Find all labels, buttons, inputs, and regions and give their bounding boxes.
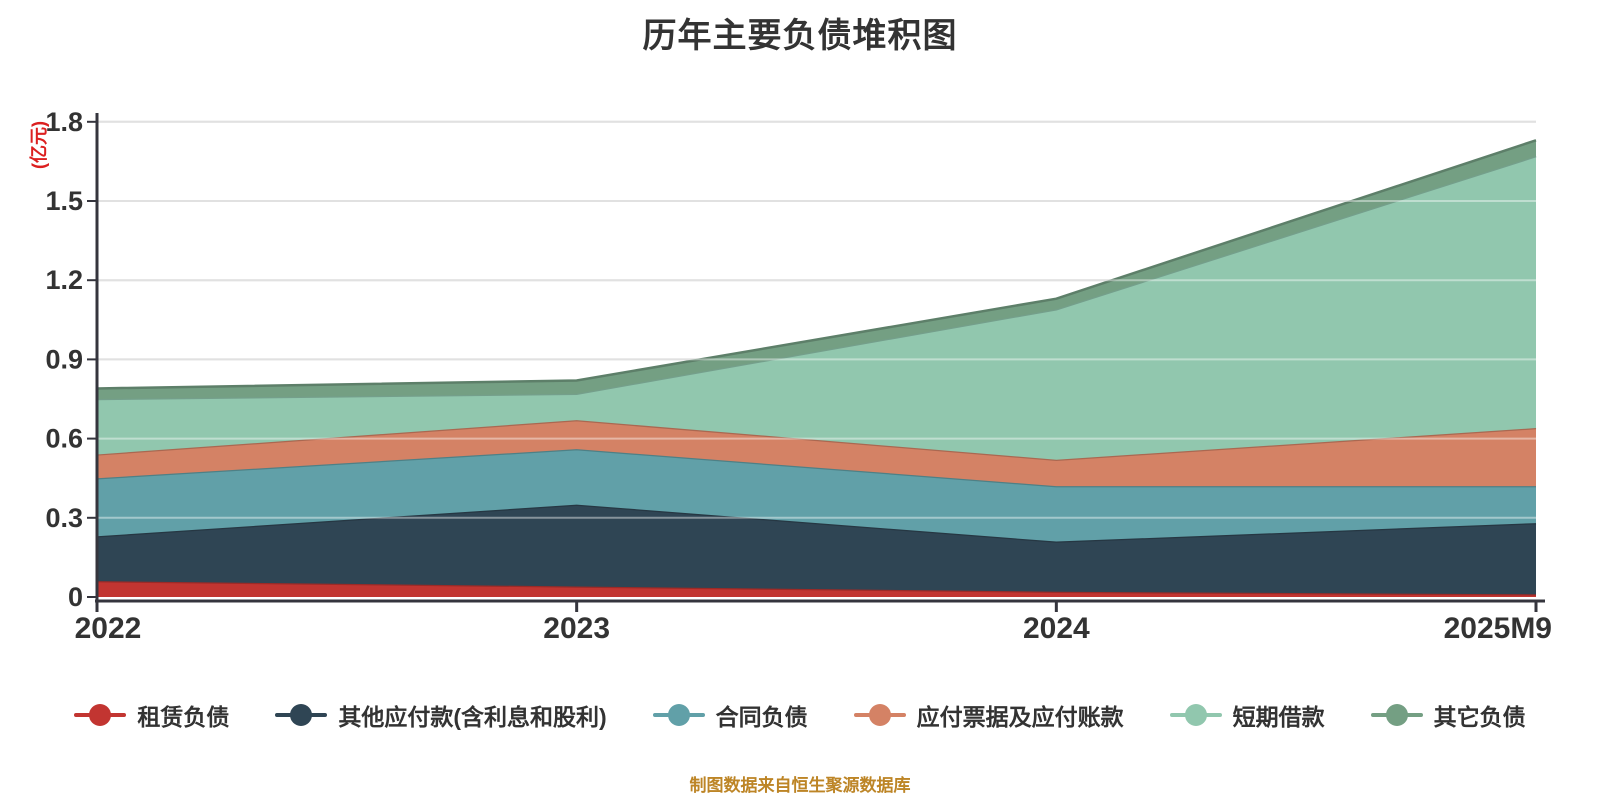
legend-line-circle-icon bbox=[1169, 704, 1222, 726]
legend-circle bbox=[1184, 704, 1207, 726]
y-tick-label: 0.6 bbox=[45, 424, 83, 454]
legend-circle bbox=[667, 704, 690, 726]
legend-item-0[interactable]: 租赁负债 bbox=[74, 698, 229, 732]
y-tick-label: 0 bbox=[68, 582, 83, 612]
chart-title: 历年主要负债堆积图 bbox=[642, 17, 958, 55]
legend: 租赁负债 其他应付款(含利息和股利) 合同负债 应付票据及应付账款 短期借款 其它负债 bbox=[0, 698, 1600, 732]
legend-item-label: 合同负债 bbox=[715, 704, 808, 730]
x-tick-label: 2025M9 bbox=[1444, 612, 1552, 645]
legend-item-1[interactable]: 其他应付款(含利息和股利) bbox=[275, 698, 607, 732]
legend-item-label: 短期借款 bbox=[1232, 704, 1325, 730]
legend-item-label: 租赁负债 bbox=[137, 704, 230, 730]
legend-line-circle-icon bbox=[652, 704, 705, 726]
legend-item-5[interactable]: 其它负债 bbox=[1370, 698, 1526, 732]
area-series-5 bbox=[97, 140, 1536, 399]
legend-item-label: 其他应付款(含利息和股利) bbox=[338, 704, 607, 730]
line-series-5 bbox=[96, 139, 1537, 390]
legend-item-2[interactable]: 合同负债 bbox=[652, 698, 808, 732]
legend-circle bbox=[89, 704, 112, 726]
legend-line-circle-icon bbox=[275, 704, 328, 726]
y-tick-label: 1.2 bbox=[45, 265, 83, 295]
legend-item-label: 其它负债 bbox=[1433, 704, 1526, 730]
legend-item-label: 应付票据及应付账款 bbox=[916, 704, 1124, 730]
x-tick-label: 2022 bbox=[75, 612, 142, 645]
x-tick-label: 2024 bbox=[1023, 612, 1090, 645]
legend-circle bbox=[1385, 704, 1408, 726]
legend-line-circle-icon bbox=[74, 704, 127, 726]
y-tick-label: 1.8 bbox=[45, 107, 83, 137]
area-series-4 bbox=[97, 156, 1536, 460]
legend-circle bbox=[290, 704, 313, 726]
area-series-2 bbox=[97, 449, 1536, 542]
legend-circle bbox=[868, 704, 891, 726]
y-tick-label: 0.3 bbox=[45, 503, 83, 533]
y-tick-label: 1.5 bbox=[45, 186, 83, 216]
area-series-3 bbox=[97, 420, 1536, 487]
legend-line-circle-icon bbox=[853, 704, 906, 726]
area-series-1 bbox=[97, 504, 1536, 595]
data-source-note: 制图数据来自恒生聚源数据库 bbox=[689, 776, 911, 795]
y-tick-label: 0.9 bbox=[45, 344, 83, 374]
legend-item-3[interactable]: 应付票据及应付账款 bbox=[853, 698, 1124, 732]
legend-line-circle-icon bbox=[1370, 704, 1423, 726]
legend-item-4[interactable]: 短期借款 bbox=[1169, 698, 1325, 732]
x-tick-label: 2023 bbox=[543, 612, 610, 645]
